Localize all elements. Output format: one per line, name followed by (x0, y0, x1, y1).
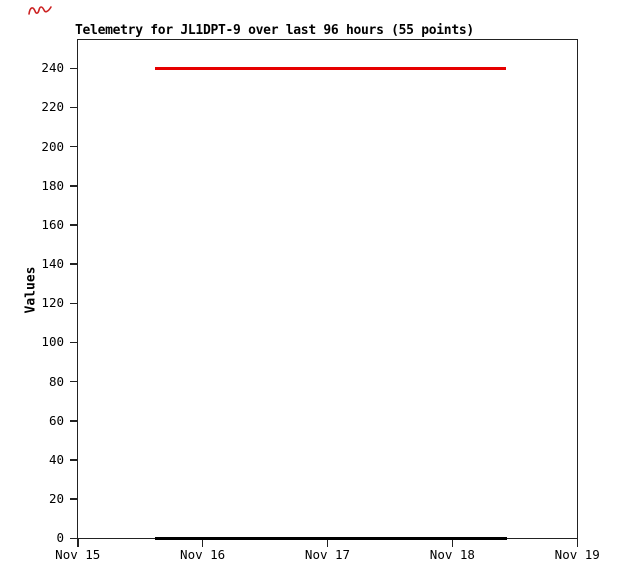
x-tick-label: Nov 17 (304, 547, 351, 562)
y-tick-label: 200 (41, 138, 64, 154)
y-tick-label: 120 (41, 295, 64, 311)
x-tick (451, 539, 454, 547)
y-tick (69, 67, 78, 69)
y-tick-label: 180 (41, 177, 64, 193)
y-tick-label: 80 (48, 373, 64, 389)
y-tick (69, 537, 78, 539)
y-tick (69, 106, 78, 109)
red-scribble-annotation (28, 6, 52, 15)
x-tick (77, 539, 79, 547)
y-tick (69, 341, 78, 344)
x-tick-label: Nov 16 (180, 547, 226, 562)
y-tick-label: 140 (41, 256, 64, 272)
series-constant-0 (154, 536, 508, 540)
y-tick-label: 240 (41, 60, 64, 76)
x-tick (201, 539, 204, 547)
y-tick-label: 160 (41, 216, 64, 232)
x-tick (326, 539, 329, 547)
y-tick-label: 20 (48, 491, 64, 507)
y-tick (69, 224, 78, 226)
y-tick-label: 0 (56, 530, 64, 546)
x-tick-label: Nov 19 (554, 547, 600, 562)
y-tick (69, 420, 78, 422)
plot-area (77, 39, 578, 539)
y-tick (69, 498, 78, 500)
series-constant-240 (154, 66, 507, 70)
y-tick (69, 263, 78, 265)
y-tick-label: 100 (41, 334, 64, 350)
y-tick (69, 380, 78, 383)
x-tick-label: Nov 18 (429, 547, 475, 562)
y-tick-label: 60 (48, 412, 64, 428)
y-tick-label: 220 (41, 99, 64, 115)
x-tick (576, 539, 578, 547)
chart-title: Telemetry for JL1DPT-9 over last 96 hour… (75, 23, 474, 38)
y-tick (69, 185, 78, 187)
y-tick (69, 145, 78, 148)
x-tick-label: Nov 15 (55, 547, 101, 562)
y-tick-label: 40 (48, 451, 64, 467)
y-tick (69, 459, 78, 461)
y-tick (69, 302, 78, 304)
